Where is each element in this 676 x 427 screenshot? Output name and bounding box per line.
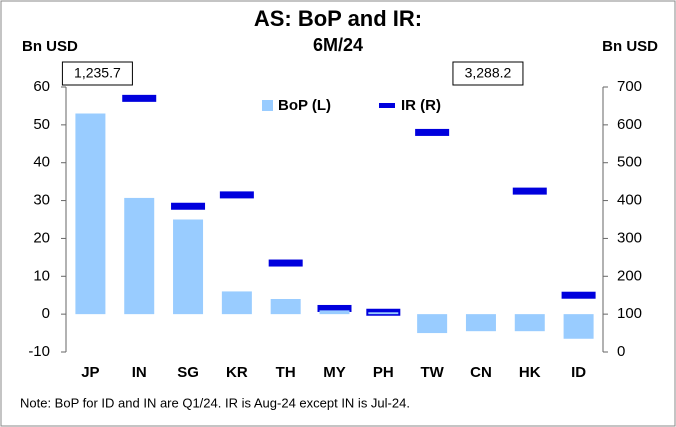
x-tick-label: CN <box>470 364 492 381</box>
x-tick-label: JP <box>81 364 99 381</box>
legend-label: BoP (L) <box>278 97 331 114</box>
y-axis-label: Bn USD <box>22 38 78 55</box>
chart-subtitle: 6M/24 <box>313 35 363 55</box>
bar <box>221 291 252 315</box>
x-tick-label: HK <box>519 364 541 381</box>
bar <box>75 113 106 315</box>
y-tick-label: 30 <box>33 192 50 209</box>
legend-label: IR (R) <box>401 97 441 114</box>
x-tick-label: KR <box>226 364 248 381</box>
y2-axis-label: Bn USD <box>602 38 658 55</box>
ir-mark <box>512 187 547 195</box>
y-tick-label: 10 <box>33 267 50 284</box>
y-tick-label: 20 <box>33 229 50 246</box>
x-tick-label: TH <box>276 364 296 381</box>
y2-tick-label: 200 <box>617 267 642 284</box>
ir-mark <box>415 128 450 136</box>
bar <box>270 299 301 315</box>
y-tick-label: 50 <box>33 116 50 133</box>
x-tick-label: ID <box>571 364 586 381</box>
bar <box>319 310 350 315</box>
x-tick-label: PH <box>373 364 394 381</box>
x-tick-label: TW <box>420 364 444 381</box>
x-tick-label: MY <box>323 364 346 381</box>
ir-mark <box>561 291 596 299</box>
ir-mark <box>317 304 352 312</box>
legend-swatch <box>262 100 273 111</box>
bar <box>124 197 155 315</box>
y-tick-label: 40 <box>33 154 50 171</box>
y2-tick-label: 700 <box>617 78 642 95</box>
bar <box>465 314 496 332</box>
bar <box>368 312 399 315</box>
y2-tick-label: 500 <box>617 154 642 171</box>
value-label: 3,288.2 <box>465 65 512 81</box>
y2-tick-label: 400 <box>617 192 642 209</box>
value-label-box <box>61 61 133 86</box>
y-tick-label: 0 <box>42 305 50 322</box>
y-tick-label: 60 <box>33 78 50 95</box>
bar <box>514 314 545 332</box>
x-tick-label: SG <box>177 364 199 381</box>
y-tick-label: -10 <box>28 343 50 360</box>
y2-tick-label: 300 <box>617 229 642 246</box>
ir-mark <box>171 202 206 210</box>
legend-swatch <box>379 103 395 108</box>
bar <box>563 314 594 339</box>
ir-mark <box>219 191 254 199</box>
ir-mark <box>268 259 303 267</box>
y2-tick-label: 100 <box>617 305 642 322</box>
bar <box>173 219 204 315</box>
y2-tick-label: 0 <box>617 343 625 360</box>
x-tick-label: IN <box>132 364 147 381</box>
y2-tick-label: 600 <box>617 116 642 133</box>
value-label-box <box>452 61 524 86</box>
bar <box>417 314 448 334</box>
value-label: 1,235.7 <box>74 65 121 81</box>
chart-title: AS: BoP and IR: <box>254 6 422 31</box>
note: Note: BoP for ID and IN are Q1/24. IR is… <box>20 395 410 410</box>
ir-mark <box>122 94 157 102</box>
